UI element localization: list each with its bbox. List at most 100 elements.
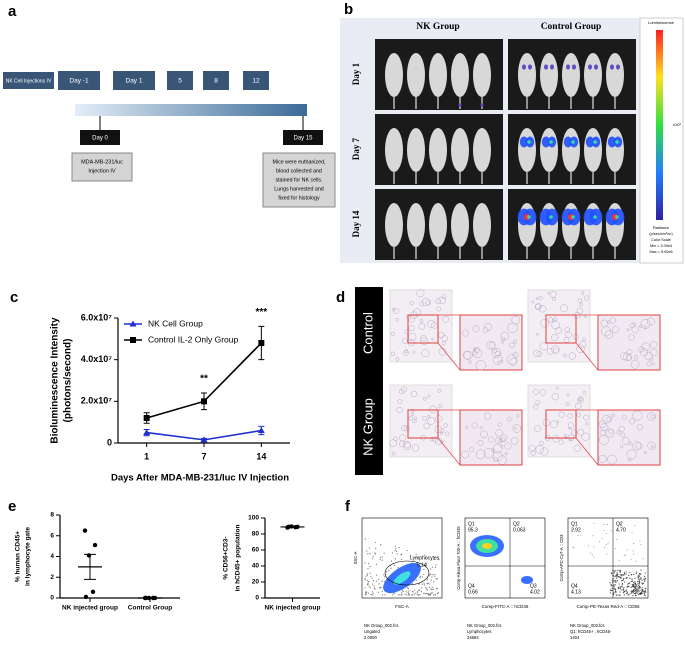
event xyxy=(383,574,385,576)
density xyxy=(482,543,492,549)
zoom-image xyxy=(459,409,523,466)
event xyxy=(428,583,430,585)
zoom-box xyxy=(545,409,577,439)
tissue-texture xyxy=(647,412,656,421)
y-tick-label: 60 xyxy=(252,547,260,554)
event xyxy=(614,588,617,590)
event xyxy=(411,583,414,585)
event xyxy=(618,586,620,589)
event xyxy=(635,594,637,597)
event xyxy=(626,592,628,595)
event xyxy=(619,523,621,525)
event xyxy=(610,572,612,574)
row-label: Control xyxy=(360,312,375,354)
tissue-texture xyxy=(552,347,559,354)
x-tick-label: NK injected group xyxy=(62,605,118,612)
tissue-texture xyxy=(414,416,418,420)
tissue-texture xyxy=(627,457,632,462)
note-box xyxy=(262,152,336,208)
event xyxy=(372,583,374,585)
event xyxy=(630,558,632,560)
event xyxy=(433,581,435,583)
tissue-texture xyxy=(423,396,427,401)
tissue-texture xyxy=(528,444,536,452)
tissue-texture xyxy=(409,300,414,306)
flow-ylabel: Comp-APC-Cy7-A :: CD3 xyxy=(559,534,564,582)
event xyxy=(379,559,381,561)
event xyxy=(427,593,429,595)
y-tick-label: 6 xyxy=(50,532,54,539)
event xyxy=(641,592,643,594)
event xyxy=(618,576,621,578)
event xyxy=(366,573,368,575)
event xyxy=(643,575,646,577)
event xyxy=(418,583,420,585)
event xyxy=(368,585,370,587)
signal xyxy=(541,136,551,148)
event xyxy=(612,585,614,587)
signal-core xyxy=(549,140,553,144)
tissue-texture xyxy=(472,350,478,356)
event xyxy=(629,582,631,584)
event xyxy=(644,577,646,579)
event xyxy=(426,589,428,591)
tissue-texture xyxy=(540,447,549,456)
point xyxy=(86,553,92,558)
event xyxy=(631,583,633,586)
quadrant-label: Q3 xyxy=(530,583,537,589)
tissue-texture xyxy=(579,340,587,348)
signal-core xyxy=(615,140,619,144)
day15-box xyxy=(283,130,323,145)
tissue-texture xyxy=(500,331,510,341)
mouse xyxy=(429,128,447,172)
tissue-texture xyxy=(493,355,504,365)
event xyxy=(368,547,371,549)
event xyxy=(616,539,618,541)
zoom-line xyxy=(575,437,599,466)
tissue-texture xyxy=(605,428,615,438)
tissue-texture xyxy=(533,404,539,410)
event xyxy=(364,562,366,564)
tissue-texture xyxy=(511,315,521,325)
point xyxy=(82,528,88,533)
event xyxy=(621,585,623,587)
tissue-texture xyxy=(427,394,431,398)
tissue-texture xyxy=(549,291,557,298)
y-axis-label: in hCD45+ population xyxy=(235,524,242,591)
event xyxy=(623,594,625,596)
tissue-texture xyxy=(538,305,547,313)
event xyxy=(593,522,595,524)
signal xyxy=(594,64,598,70)
event xyxy=(639,581,641,583)
flow-caption: NK Group_002.fcs xyxy=(364,623,398,628)
tissue-texture xyxy=(598,454,607,463)
gate xyxy=(384,560,430,586)
signal xyxy=(563,136,573,148)
mouse xyxy=(518,203,536,247)
note: MDA-MB-231/luc xyxy=(81,159,123,165)
zoom-image xyxy=(597,314,661,371)
event xyxy=(632,573,635,576)
signal xyxy=(528,64,532,70)
day-box xyxy=(58,71,100,90)
event xyxy=(617,573,619,576)
event xyxy=(633,582,635,584)
event xyxy=(423,568,425,570)
mouse xyxy=(606,53,624,97)
tissue-texture xyxy=(442,315,449,323)
tissue-texture xyxy=(646,361,652,367)
zoom-line xyxy=(575,342,599,371)
point xyxy=(83,594,89,600)
event xyxy=(634,582,637,584)
signal-core xyxy=(527,140,531,144)
event xyxy=(372,555,374,557)
event xyxy=(642,582,645,584)
tissue-texture xyxy=(578,397,584,403)
event xyxy=(623,589,625,591)
tissue-texture xyxy=(509,342,515,348)
event xyxy=(631,574,633,576)
day-label: 8 xyxy=(214,78,218,85)
event xyxy=(408,594,411,596)
tissue-texture xyxy=(468,360,472,364)
flow-caption: NK Group_002.fcs xyxy=(467,623,501,628)
